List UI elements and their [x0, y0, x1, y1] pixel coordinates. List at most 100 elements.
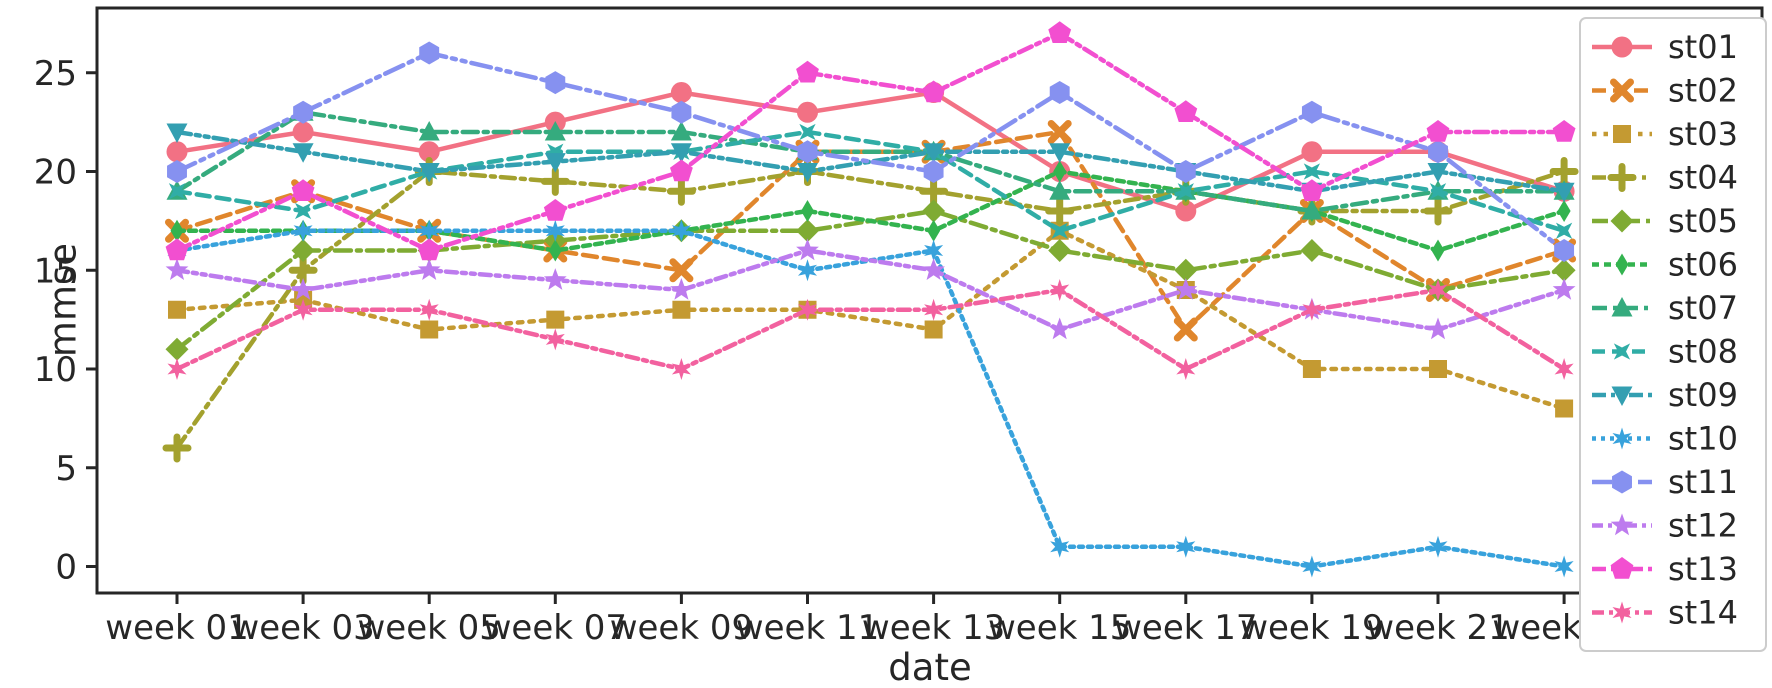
data-point-marker — [919, 176, 949, 206]
data-point-marker — [166, 123, 188, 143]
data-point-marker — [1427, 163, 1449, 183]
data-point-marker — [923, 143, 945, 163]
series-line — [174, 109, 1567, 214]
data-point-marker — [418, 141, 440, 163]
data-point-marker — [419, 41, 440, 65]
series-line — [174, 30, 1567, 253]
data-point-marker — [1049, 81, 1070, 104]
data-point-marker — [924, 320, 943, 339]
x-tick-label: week 01 — [105, 608, 248, 648]
data-point-marker — [1302, 298, 1322, 321]
series-line — [174, 287, 1567, 372]
legend-item-st08: st08 — [1592, 333, 1738, 371]
data-point-marker — [543, 199, 567, 221]
series-line — [174, 50, 1567, 253]
data-point-marker — [1612, 601, 1632, 624]
data-point-marker — [1423, 196, 1453, 226]
data-point-marker — [540, 166, 570, 196]
legend-item-st14: st14 — [1592, 594, 1738, 632]
series-line — [174, 169, 1567, 451]
legend-label: st03 — [1668, 115, 1738, 153]
data-point-marker — [796, 238, 819, 261]
data-point-marker — [1175, 200, 1197, 222]
legend-item-st11: st11 — [1592, 463, 1738, 501]
data-point-marker — [922, 80, 946, 103]
data-point-marker — [1047, 120, 1072, 144]
data-point-marker — [1607, 163, 1637, 192]
series-line — [174, 90, 1567, 214]
data-point-marker — [1554, 239, 1575, 262]
data-point-marker — [546, 310, 565, 329]
data-point-marker — [1173, 317, 1198, 342]
data-point-marker — [167, 358, 187, 380]
x-axis-label: date — [888, 646, 972, 688]
data-point-marker — [796, 60, 819, 83]
data-point-marker — [1049, 143, 1071, 163]
y-tick-label: 10 — [34, 350, 77, 390]
legend-item-st10: st10 — [1592, 420, 1738, 458]
y-tick-label: 5 — [55, 449, 77, 489]
data-point-marker — [1050, 535, 1070, 558]
data-point-marker — [671, 100, 692, 124]
data-point-marker — [1552, 120, 1576, 142]
legend-label: st05 — [1668, 202, 1738, 240]
series-st13 — [165, 21, 1576, 261]
data-point-marker — [1426, 317, 1450, 340]
legend-label: st06 — [1668, 246, 1738, 284]
series-st04 — [162, 157, 1579, 463]
legend-label: st11 — [1668, 463, 1738, 501]
series-line — [174, 129, 1567, 234]
data-point-marker — [1426, 120, 1450, 142]
data-point-marker — [672, 300, 691, 319]
data-point-marker — [294, 202, 312, 220]
series-line — [174, 129, 1567, 194]
series-st05 — [165, 199, 1576, 361]
y-tick-label: 25 — [34, 54, 77, 94]
legend-label: st09 — [1668, 376, 1738, 414]
legend-item-st07: st07 — [1592, 289, 1738, 327]
x-tick-label: week 09 — [610, 608, 753, 648]
data-point-marker — [1300, 239, 1324, 262]
data-point-marker — [288, 255, 318, 285]
data-point-marker — [797, 163, 818, 183]
data-point-marker — [165, 258, 189, 280]
data-point-marker — [293, 100, 314, 124]
series-st14 — [167, 279, 1574, 380]
data-point-marker — [797, 101, 818, 123]
data-point-marker — [1174, 258, 1198, 282]
data-point-marker — [669, 278, 693, 300]
data-point-marker — [1549, 157, 1579, 186]
data-point-marker — [924, 239, 944, 262]
x-tick-label: week 03 — [231, 608, 374, 648]
data-point-marker — [670, 82, 692, 103]
series-line — [174, 228, 1567, 411]
data-point-marker — [1175, 160, 1196, 183]
legend-item-st03: st03 — [1592, 115, 1738, 153]
data-point-marker — [1429, 183, 1447, 200]
data-point-marker — [1612, 470, 1632, 494]
data-point-marker — [1610, 209, 1634, 233]
data-point-marker — [1301, 200, 1323, 220]
x-tick-label: week 05 — [357, 608, 500, 648]
series-st11 — [167, 41, 1575, 262]
data-point-marker — [1045, 196, 1075, 226]
data-point-marker — [1553, 182, 1575, 203]
data-point-marker — [1303, 163, 1321, 180]
data-point-marker — [1048, 317, 1072, 340]
data-point-marker — [797, 259, 818, 282]
data-point-marker — [924, 298, 944, 321]
data-point-marker — [1176, 535, 1196, 558]
y-tick-label: 0 — [55, 548, 77, 588]
legend-item-st09: st09 — [1592, 376, 1738, 414]
data-point-marker — [1174, 278, 1198, 300]
legend-label: st01 — [1668, 28, 1738, 66]
x-tick-label: week 19 — [1240, 608, 1383, 648]
data-point-marker — [168, 183, 186, 200]
legend-label: st02 — [1668, 72, 1738, 110]
legend-label: st04 — [1668, 159, 1738, 197]
legend-label: st13 — [1668, 550, 1738, 588]
legend-item-st12: st12 — [1592, 507, 1738, 545]
legend-item-st06: st06 — [1592, 246, 1738, 284]
data-point-marker — [168, 300, 186, 319]
